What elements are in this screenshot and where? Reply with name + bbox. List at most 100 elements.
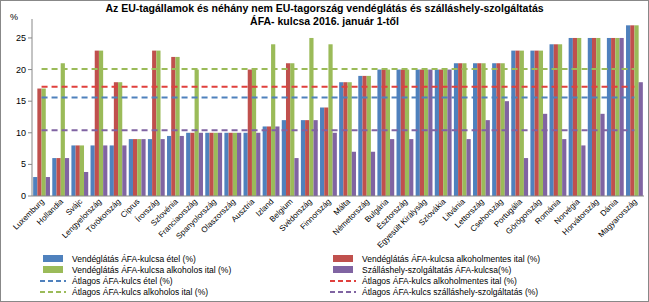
y-tick: [28, 196, 32, 197]
chart: Az EU-tagállamok és néhány nem EU-tagors…: [0, 0, 649, 302]
bar: [37, 89, 41, 196]
x-tick-label: Magyarország: [597, 197, 639, 239]
bar: [592, 38, 596, 196]
bar: [103, 145, 107, 196]
x-tick-label: Törökország: [85, 197, 123, 235]
bar: [505, 101, 509, 196]
x-tick-label: Ausztria: [230, 197, 257, 224]
bar: [244, 133, 248, 196]
bar: [435, 70, 439, 196]
bar: [33, 177, 37, 196]
average-line: [42, 129, 635, 131]
bar: [467, 139, 471, 196]
bar: [205, 133, 209, 196]
bar: [626, 25, 630, 196]
bar: [71, 145, 75, 196]
legend-label: Átlagos ÁFA-kulcs szálláshely-szolgáltat…: [362, 287, 538, 297]
bar: [237, 133, 241, 196]
bar: [214, 133, 218, 196]
bar: [443, 70, 447, 196]
bar: [224, 133, 228, 196]
y-tick-label: 10: [16, 128, 26, 138]
average-line: [42, 86, 635, 88]
legend-label: Átlagos ÁFA-kulcs étel (%): [72, 276, 173, 286]
legend-symbol: [43, 255, 63, 262]
bar: [401, 70, 405, 196]
bar: [305, 120, 309, 196]
bar: [161, 139, 165, 196]
title-line: Az EU-tagállamok és néhány nem EU-tagors…: [105, 2, 543, 14]
bar: [171, 57, 175, 196]
bar: [600, 114, 604, 196]
average-line: [42, 68, 635, 70]
bar: [607, 38, 611, 196]
bar: [339, 82, 343, 196]
y-tick: [28, 69, 32, 70]
bar: [76, 145, 80, 196]
bar: [199, 133, 203, 196]
bar: [539, 51, 543, 196]
x-axis: [32, 196, 644, 197]
bar: [314, 120, 318, 196]
bar: [301, 120, 305, 196]
bar: [186, 133, 190, 196]
bar: [634, 25, 638, 196]
bar: [218, 133, 222, 196]
bar: [530, 51, 534, 196]
bar: [42, 89, 46, 196]
bar: [409, 139, 413, 196]
bar: [271, 44, 275, 196]
bar: [397, 70, 401, 196]
bar: [156, 51, 160, 196]
legend-symbol: [43, 266, 63, 273]
bar: [439, 70, 443, 196]
bar: [524, 158, 528, 196]
legend-symbol: [333, 266, 353, 273]
bar: [333, 133, 337, 196]
bar: [167, 136, 171, 196]
bar: [515, 51, 519, 196]
bar: [554, 44, 558, 196]
y-tick-label: 5: [21, 159, 26, 169]
legend-label: Szálláshely-szolgáltatás ÁFA-kulcsa(%): [362, 265, 511, 275]
legend-label: Vendéglátás ÁFA-kulcsa étel (%): [72, 254, 196, 264]
bar: [84, 172, 88, 196]
average-line: [42, 96, 635, 98]
bar: [486, 120, 490, 196]
legend-symbol: [333, 255, 353, 262]
bar: [377, 70, 381, 196]
bar: [256, 133, 260, 196]
x-tick-label: Horvátország: [561, 197, 601, 237]
bar: [328, 44, 332, 196]
bar: [358, 76, 362, 196]
bar: [65, 158, 69, 196]
bar: [263, 126, 267, 196]
bar: [129, 139, 133, 196]
bar: [233, 133, 237, 196]
bar: [424, 70, 428, 196]
bar: [535, 51, 539, 196]
bar: [229, 133, 233, 196]
x-tick-label: Hollandia: [35, 197, 65, 227]
bar: [362, 76, 366, 196]
bar: [114, 82, 118, 196]
bar: [343, 82, 347, 196]
y-tick-label: 0: [21, 191, 26, 201]
bar: [95, 51, 99, 196]
y-tick-label: 15: [16, 96, 26, 106]
bar: [367, 76, 371, 196]
bar: [511, 51, 515, 196]
plot: [33, 25, 643, 196]
bar: [371, 152, 375, 196]
y-tick-label: 20: [16, 65, 26, 75]
bar: [56, 158, 60, 196]
bar: [382, 70, 386, 196]
legend-label: Átlagos ÁFA-kulcs alkoholos ital (%): [72, 287, 208, 297]
bar: [180, 136, 184, 196]
legend-symbol: [330, 280, 356, 282]
bar: [110, 145, 114, 196]
bar: [209, 133, 213, 196]
bar: [477, 63, 481, 196]
bar: [118, 82, 122, 196]
y-tick: [28, 164, 32, 165]
